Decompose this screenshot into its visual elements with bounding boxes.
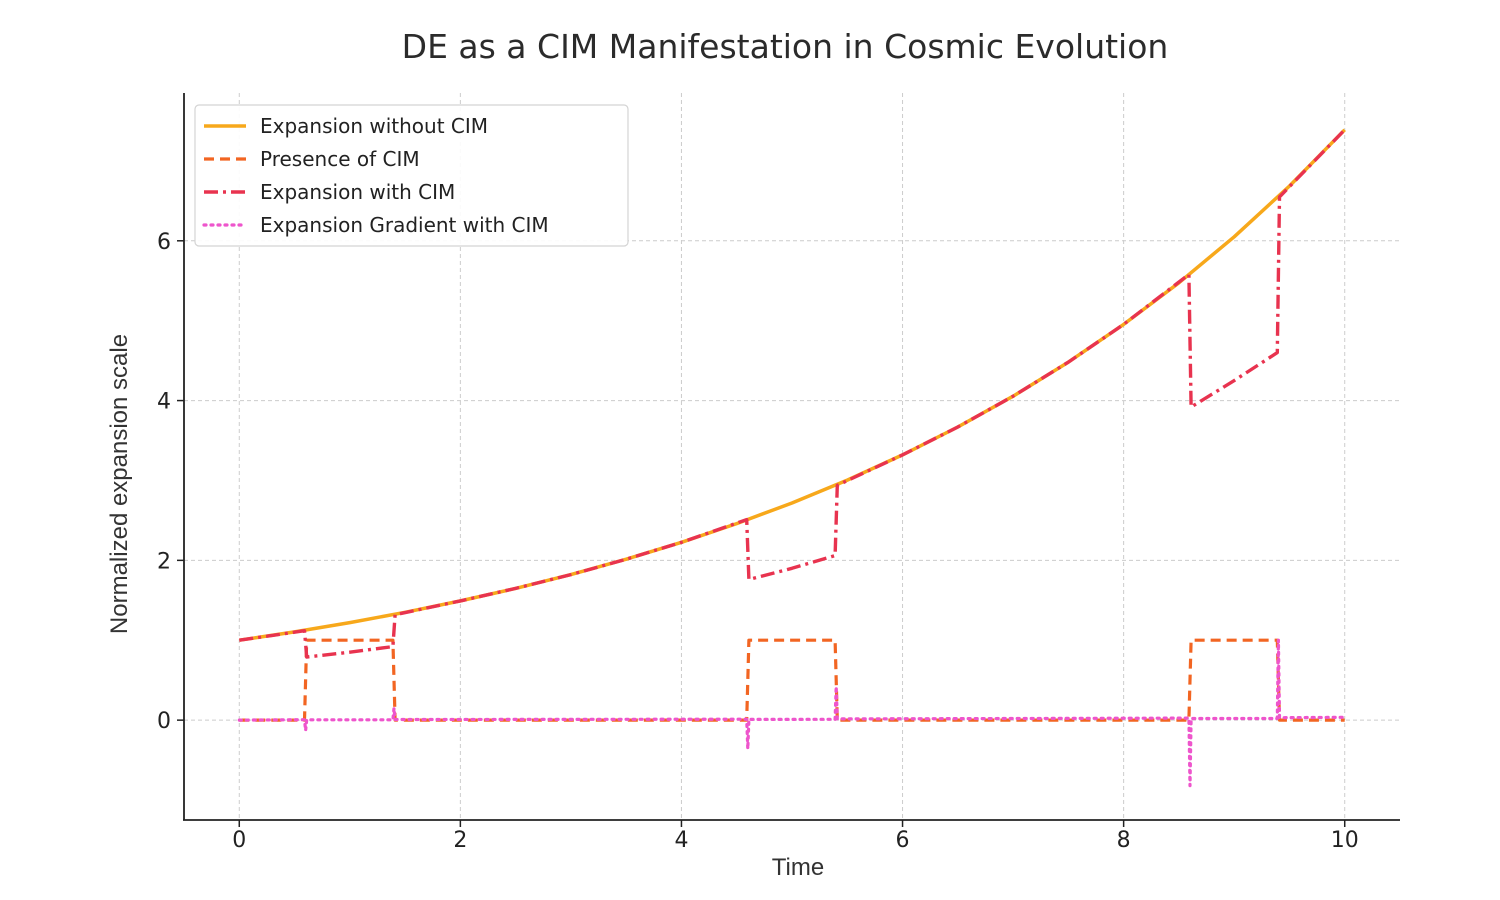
x-tick-label: 0	[232, 828, 246, 853]
legend: Expansion without CIM Presence of CIM Expa…	[194, 104, 629, 247]
y-axis-label: Normalized expansion scale	[106, 334, 133, 634]
legend-label-3: Expansion with CIM	[260, 180, 455, 204]
x-tick-label: 10	[1331, 828, 1359, 853]
legend-box	[194, 104, 629, 247]
legend-label-4: Expansion Gradient with CIM	[260, 213, 549, 237]
x-tick-label: 2	[453, 828, 467, 853]
y-tick-label: 2	[157, 549, 171, 574]
series-layer	[237, 128, 1347, 788]
chart-title: DE as a CIM Manifestation in Cosmic Evol…	[402, 27, 1169, 66]
y-tick-label: 0	[157, 709, 171, 734]
series-line-2	[239, 638, 1345, 722]
legend-label-1: Expansion without CIM	[260, 114, 488, 138]
legend-label-2: Presence of CIM	[260, 147, 420, 171]
x-tick-label: 6	[896, 828, 910, 853]
series-line-3	[239, 128, 1346, 659]
y-tick-label: 6	[157, 230, 171, 255]
x-axis-label: Time	[772, 854, 824, 881]
series-line-4	[237, 638, 1347, 788]
y-tick-label: 4	[157, 390, 171, 415]
x-tick-label: 8	[1117, 828, 1131, 853]
tick-layer: 0 2 4 6 8 10 0 2 4 6	[157, 230, 1359, 853]
axes-layer	[183, 93, 1400, 821]
x-tick-label: 4	[674, 828, 688, 853]
